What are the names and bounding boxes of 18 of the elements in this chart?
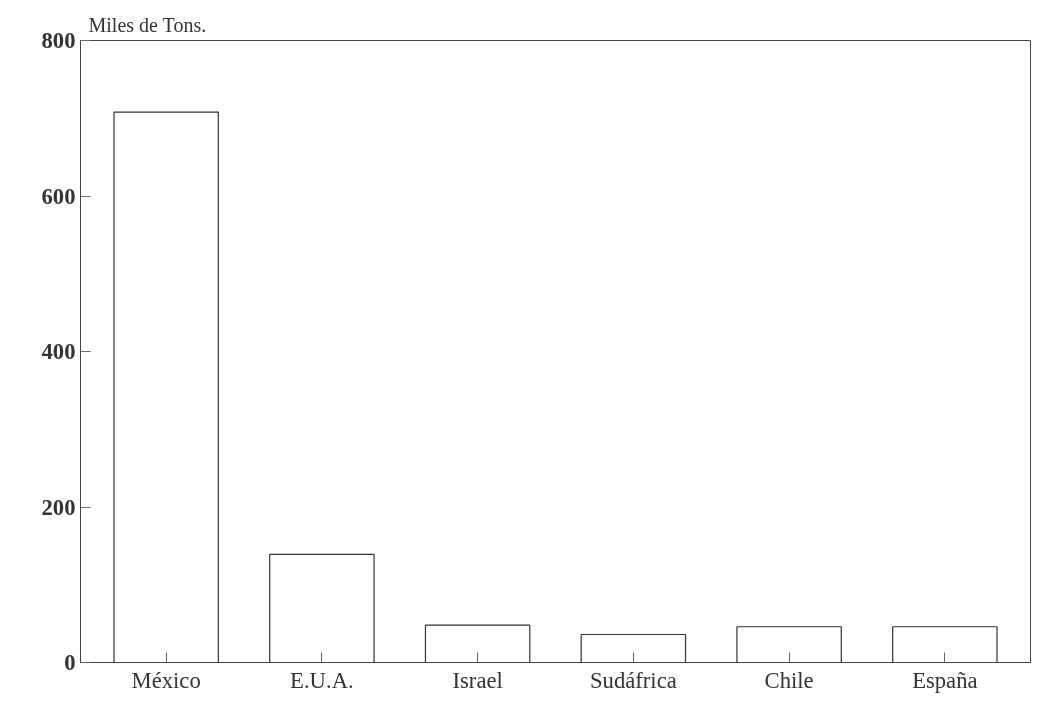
bar xyxy=(580,633,687,663)
bar xyxy=(269,553,375,663)
bar xyxy=(892,626,998,663)
bar xyxy=(424,624,531,663)
bar xyxy=(736,626,842,663)
x-tick-label: Sudáfrica xyxy=(589,667,677,693)
x-tick-label: México xyxy=(131,667,201,693)
y-axis-title: Miles de Tons. xyxy=(88,13,207,36)
x-tick-label: E.U.A. xyxy=(290,667,354,693)
y-tick-label: 200 xyxy=(41,494,76,520)
x-tick-label: Israel xyxy=(452,667,503,693)
y-tick-label: 600 xyxy=(41,183,76,209)
bar xyxy=(113,111,219,663)
x-tick-label: España xyxy=(912,667,978,693)
y-tick-label: 800 xyxy=(41,28,76,53)
y-tick-label: 400 xyxy=(41,339,76,364)
x-tick-label: Chile xyxy=(764,667,814,693)
y-tick-label: 0 xyxy=(64,650,76,675)
